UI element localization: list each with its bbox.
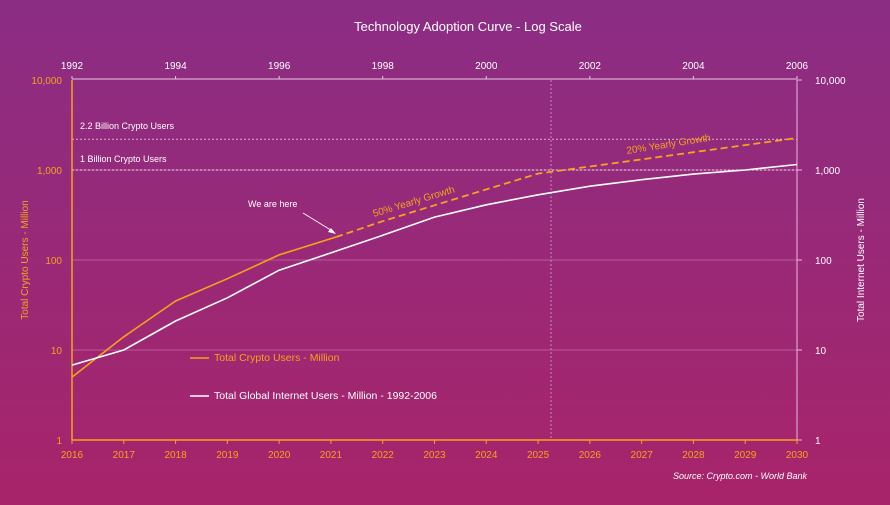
- y-axis-left-label: Total Crypto Users - Million: [20, 200, 31, 319]
- x-tick-label-top: 1996: [268, 61, 291, 72]
- y-tick-label-left: 100: [45, 256, 62, 267]
- legend-label-internet: Total Global Internet Users - Million - …: [214, 390, 437, 402]
- ref-label-2200: 2.2 Billion Crypto Users: [80, 121, 175, 131]
- x-tick-label-top: 2000: [475, 61, 498, 72]
- x-tick-label-bottom: 2027: [631, 450, 654, 461]
- annotation-arrow: [302, 212, 335, 233]
- legend: Total Crypto Users - Million Total Globa…: [190, 352, 437, 402]
- y-tick-label-right: 100: [815, 256, 832, 267]
- legend-label-crypto: Total Crypto Users - Million: [214, 352, 340, 364]
- annotation-we-are-here: We are here: [248, 199, 297, 209]
- chart-title: Technology Adoption Curve - Log Scale: [354, 19, 582, 34]
- series-lines: [71, 137, 798, 378]
- ref-label-1000: 1 Billion Crypto Users: [80, 154, 167, 164]
- x-tick-label-bottom: 2019: [216, 450, 239, 461]
- x-tick-label-bottom: 2025: [527, 450, 550, 461]
- gridlines: [72, 80, 797, 440]
- x-tick-label-bottom: 2026: [579, 450, 602, 461]
- y-tick-label-right: 10,000: [815, 76, 846, 87]
- y-tick-label-left: 10,000: [31, 76, 62, 87]
- y-axis-right-label: Total Internet Users - Million: [856, 198, 867, 322]
- x-tick-label-top: 1992: [61, 61, 84, 72]
- x-tick-label-bottom: 2030: [786, 450, 809, 461]
- x-tick-label-top: 1998: [372, 61, 395, 72]
- series-line-1: [335, 137, 798, 238]
- arrow-head-icon: [328, 228, 336, 234]
- y-tick-label-right: 1,000: [815, 166, 840, 177]
- x-tick-label-bottom: 2029: [734, 450, 757, 461]
- source-note: Source: Crypto.com - World Bank: [673, 471, 808, 481]
- axes: 1 1 10 10 100 100 1,000 1,000 10,000 10,000 2016 20…: [31, 61, 846, 461]
- x-tick-label-top: 2002: [579, 61, 602, 72]
- x-tick-label-bottom: 2024: [475, 450, 498, 461]
- x-tick-label-bottom: 2023: [423, 450, 446, 461]
- x-tick-label-bottom: 2022: [372, 450, 395, 461]
- y-tick-label-left: 1,000: [37, 166, 62, 177]
- x-tick-label-bottom: 2021: [320, 450, 343, 461]
- y-tick-label-left: 10: [51, 346, 63, 357]
- x-tick-label-bottom: 2020: [268, 450, 291, 461]
- x-tick-label-top: 2006: [786, 61, 809, 72]
- annotation-20-growth: 20% Yearly Growth: [626, 133, 712, 157]
- y-tick-label-right: 1: [815, 436, 821, 447]
- x-tick-label-top: 2004: [682, 61, 705, 72]
- series-line-0: [71, 236, 337, 378]
- y-tick-label-left: 1: [56, 436, 62, 447]
- x-tick-label-bottom: 2017: [113, 450, 136, 461]
- x-tick-label-bottom: 2028: [682, 450, 705, 461]
- x-tick-label-top: 1994: [164, 61, 187, 72]
- y-tick-label-right: 10: [815, 346, 827, 357]
- x-tick-label-bottom: 2016: [61, 450, 84, 461]
- series-line-2: [71, 163, 798, 366]
- x-tick-label-bottom: 2018: [164, 450, 187, 461]
